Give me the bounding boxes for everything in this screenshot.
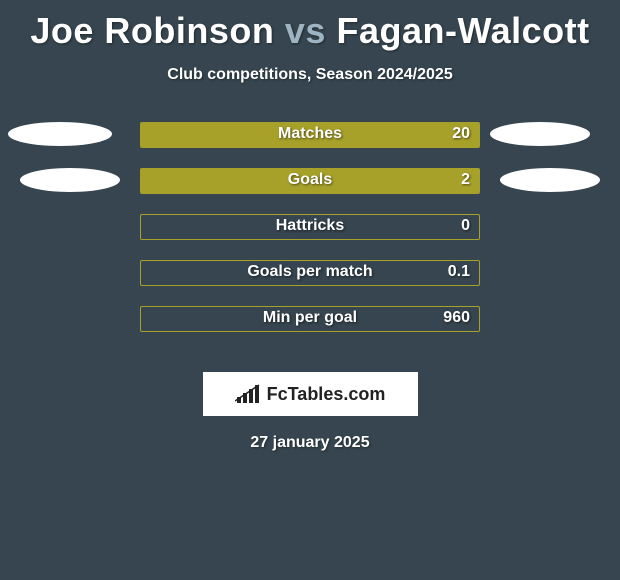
page-title: Joe Robinson vs Fagan-Walcott [0,0,620,52]
stat-row: Hattricks0 [0,214,620,260]
stat-value: 2 [461,171,470,189]
stat-row: Min per goal960 [0,306,620,352]
stat-label: Min per goal [0,309,620,327]
stat-label: Goals per match [0,263,620,281]
bars-icon [235,383,263,405]
stat-row: Goals2 [0,168,620,214]
stat-value: 20 [452,125,470,143]
player2-name: Fagan-Walcott [336,10,589,51]
stat-label: Hattricks [0,217,620,235]
stat-label: Matches [0,125,620,143]
comparison-chart: Matches20Goals2Hattricks0Goals per match… [0,122,620,352]
stat-value: 960 [443,309,470,327]
stat-label: Goals [0,171,620,189]
logo-text: FcTables.com [267,384,386,405]
stat-row: Goals per match0.1 [0,260,620,306]
stat-value: 0 [461,217,470,235]
vs-text: vs [285,10,326,51]
subtitle: Club competitions, Season 2024/2025 [0,66,620,84]
player1-name: Joe Robinson [30,10,274,51]
stat-value: 0.1 [448,263,470,281]
date-text: 27 january 2025 [0,434,620,452]
stat-row: Matches20 [0,122,620,168]
logo-box: FcTables.com [203,372,418,416]
